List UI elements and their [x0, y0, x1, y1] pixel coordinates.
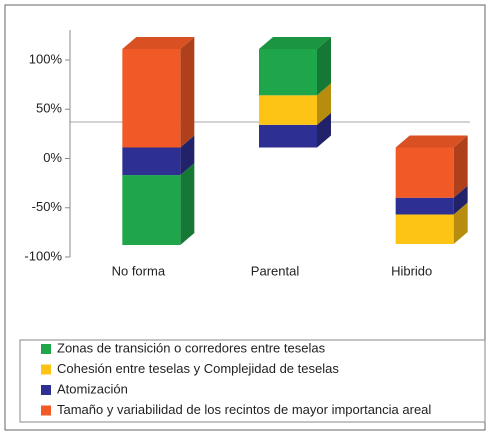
- legend-swatch: [41, 385, 51, 395]
- legend-label: Zonas de transición o corredores entre t…: [57, 340, 326, 355]
- bar-side: [317, 83, 331, 125]
- bar: [259, 124, 317, 148]
- bar: [395, 197, 454, 215]
- bar: [259, 95, 317, 125]
- bar: [122, 147, 181, 176]
- bar: [122, 175, 181, 246]
- bar: [122, 49, 181, 148]
- bar-side: [453, 135, 468, 198]
- bar-side: [453, 185, 468, 215]
- legend-label: Atomización: [57, 381, 128, 396]
- y-tick-label: -100%: [24, 248, 62, 263]
- x-tick-label: Parental: [251, 263, 300, 278]
- bar-side: [180, 163, 195, 246]
- bar-side: [317, 37, 331, 96]
- y-tick-label: 0%: [43, 150, 62, 165]
- legend-swatch: [41, 405, 51, 416]
- bar-side: [180, 135, 195, 176]
- bar-side: [453, 202, 468, 245]
- x-tick-label: Hibrido: [391, 263, 432, 278]
- bar-side: [180, 37, 195, 148]
- bar-top: [395, 135, 468, 148]
- x-tick-label: No forma: [112, 263, 166, 278]
- bar: [395, 147, 454, 198]
- legend-swatch: [41, 344, 51, 354]
- bar-top: [122, 37, 195, 49]
- legend-swatch: [41, 364, 51, 375]
- y-tick-label: -50%: [32, 199, 63, 214]
- bar: [395, 214, 454, 245]
- bar: [259, 49, 317, 96]
- legend-label: Tamaño y variabilidad de los recintos de…: [57, 402, 431, 417]
- bar-side: [317, 112, 331, 148]
- legend-box: [19, 339, 486, 423]
- legend-label: Cohesión entre teselas y Complejidad de …: [57, 361, 339, 376]
- y-tick-label: 50%: [36, 101, 62, 116]
- y-tick-label: 100%: [29, 51, 63, 66]
- bar-top: [259, 37, 331, 49]
